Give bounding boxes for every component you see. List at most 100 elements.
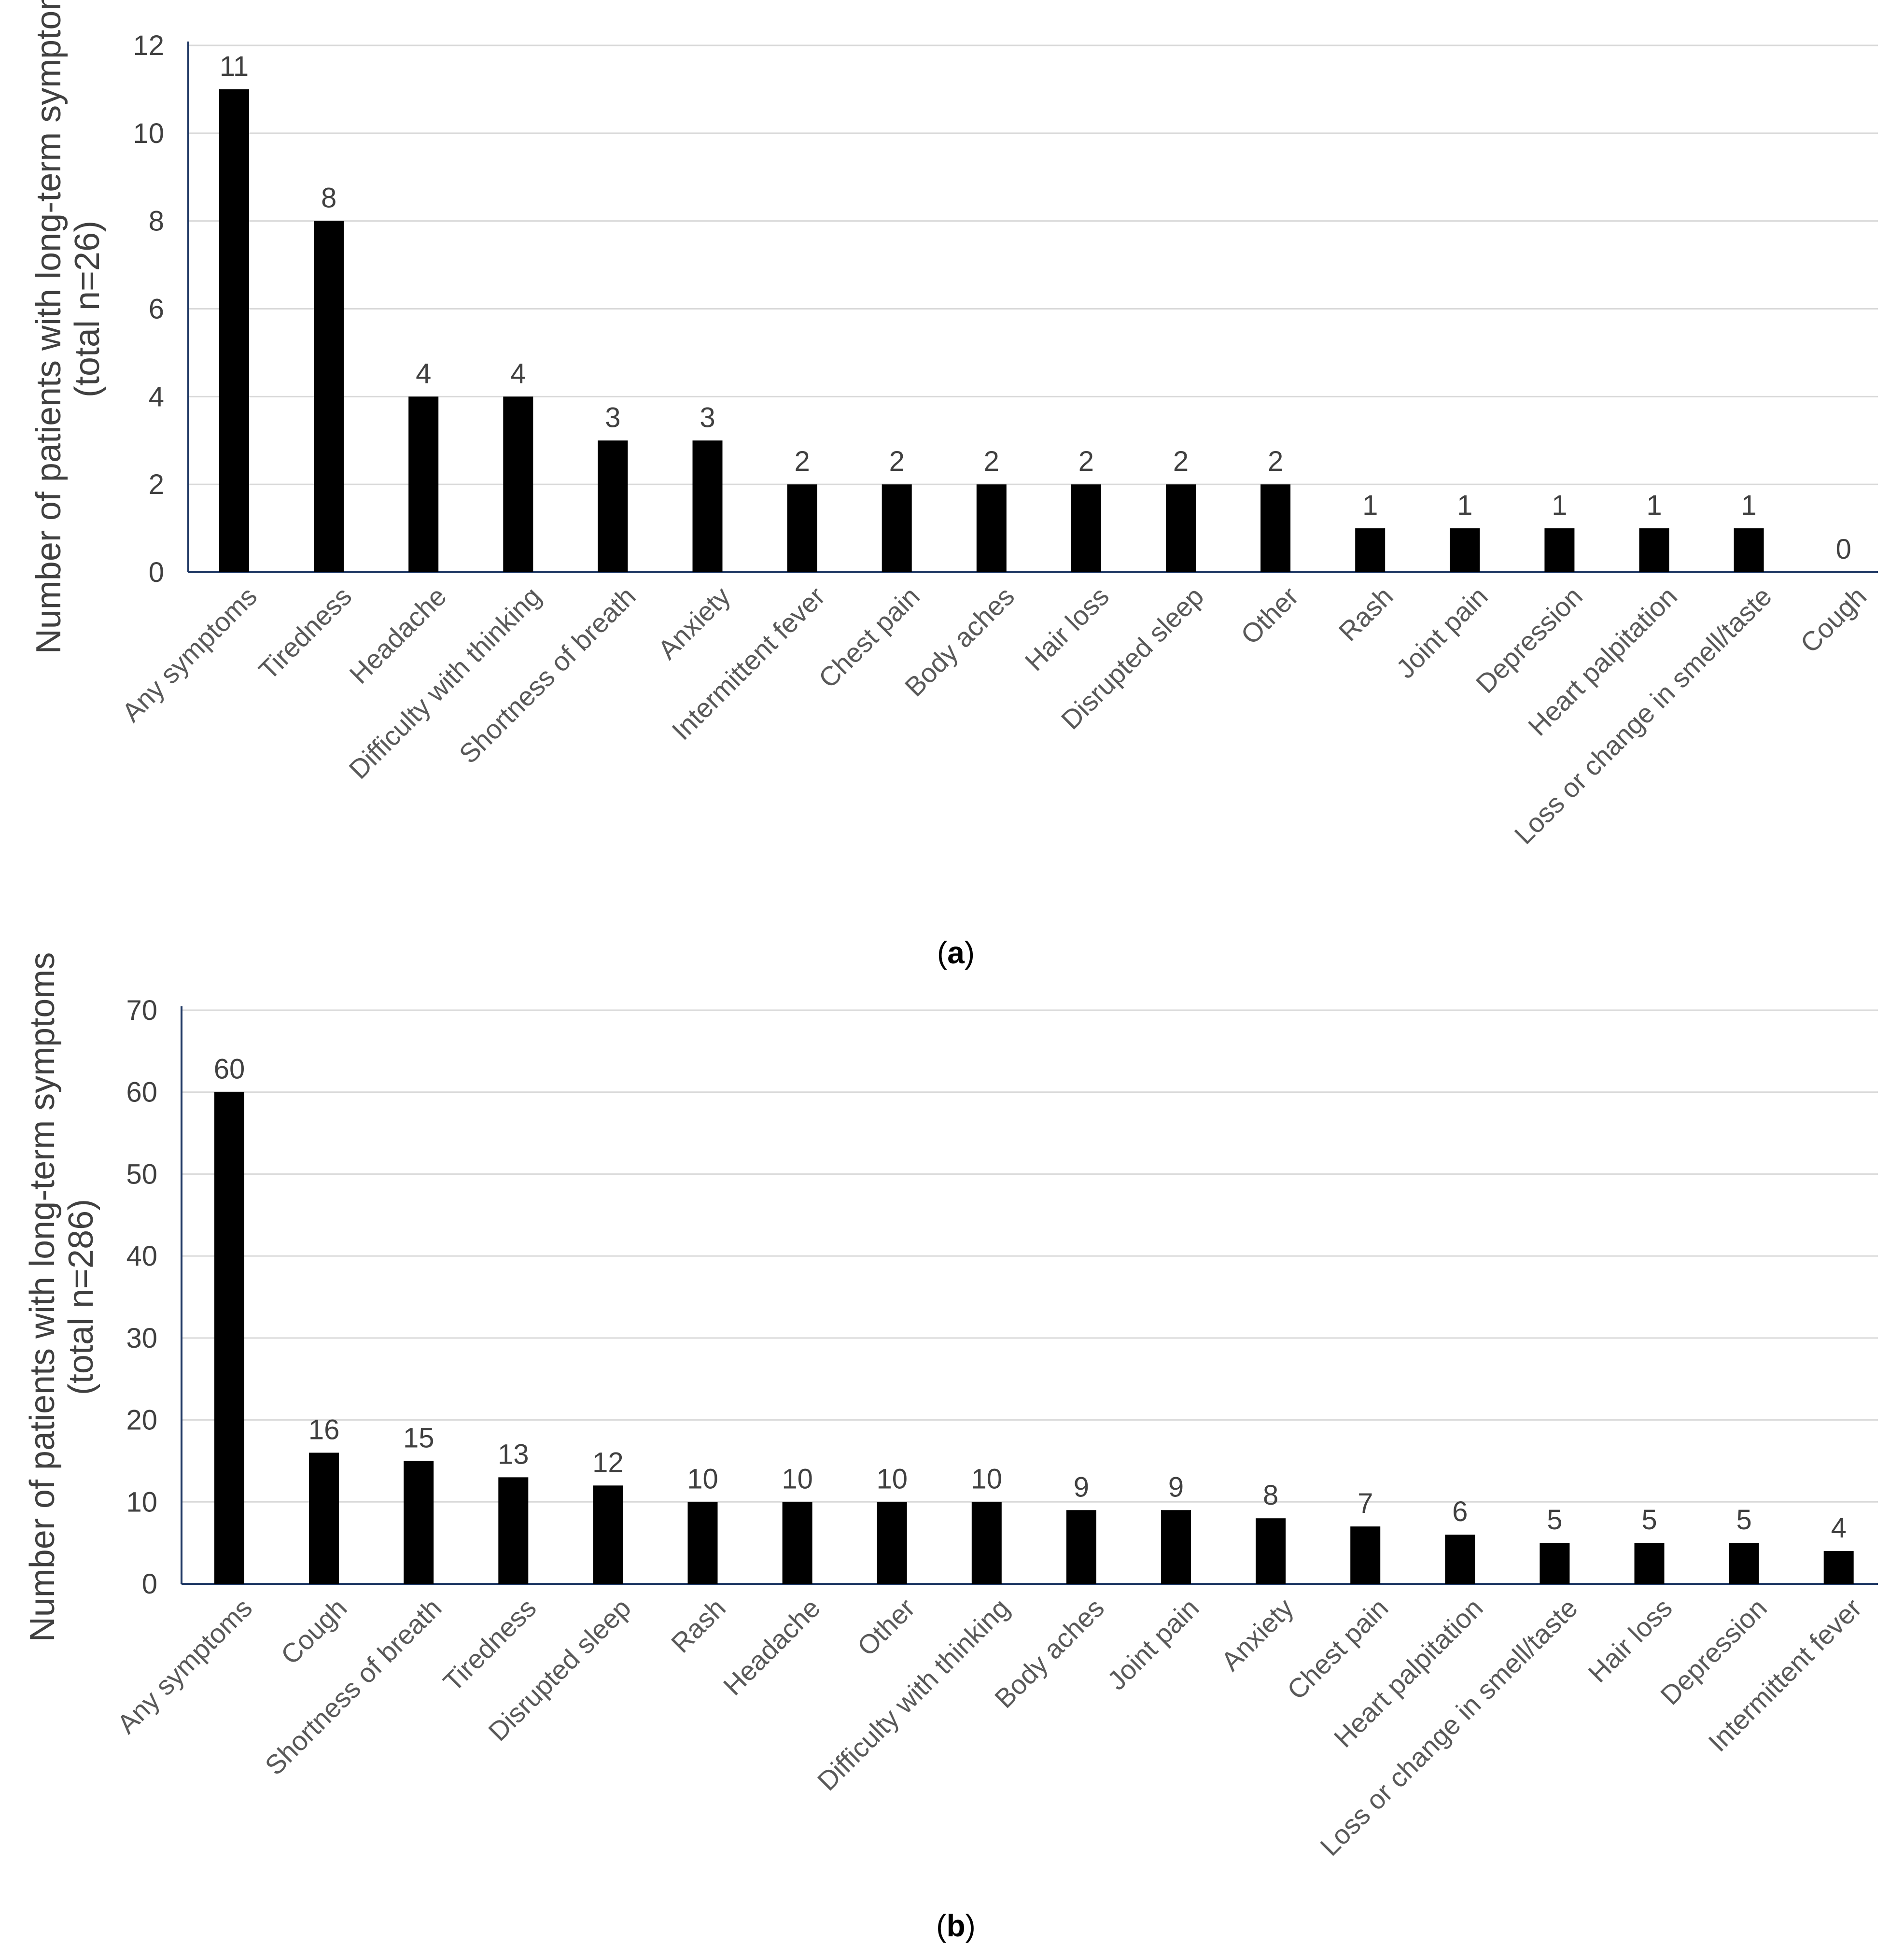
bar <box>782 1502 812 1584</box>
bar <box>1544 528 1575 572</box>
y-axis-label-total: (total n=26) <box>68 221 107 397</box>
data-label: 16 <box>308 1414 340 1445</box>
data-label: 10 <box>876 1463 908 1495</box>
bar <box>1734 528 1764 572</box>
data-label: 2 <box>794 446 810 477</box>
data-label: 3 <box>605 402 620 433</box>
bar <box>976 484 1007 572</box>
data-label: 60 <box>214 1054 245 1085</box>
bar <box>408 396 439 572</box>
x-tick-label: Difficulty with thinking <box>343 581 546 785</box>
data-label: 4 <box>1831 1512 1847 1544</box>
panel-label: (b) <box>936 1908 976 1943</box>
data-label: 13 <box>498 1438 529 1470</box>
data-label: 0 <box>1836 534 1851 565</box>
bar <box>1066 1510 1096 1584</box>
data-label: 5 <box>1547 1504 1562 1536</box>
data-label: 9 <box>1168 1471 1184 1503</box>
y-tick-label: 0 <box>149 557 164 588</box>
chart-panel-b: 0 10 20 30 40 50 60 70 Number of patients with l… <box>23 952 1878 1943</box>
data-label: 7 <box>1358 1488 1373 1519</box>
bar <box>593 1485 623 1584</box>
bar <box>687 1502 718 1584</box>
x-tick-label: Tiredness <box>252 581 357 686</box>
x-tick-label: Rash <box>665 1593 731 1659</box>
bar <box>1256 1518 1286 1584</box>
y-tick-label: 12 <box>133 30 164 61</box>
bar <box>214 1092 244 1584</box>
x-tick-label: Cough <box>1794 581 1872 659</box>
bar <box>1260 484 1291 572</box>
bar <box>882 484 912 572</box>
data-label: 2 <box>1268 446 1283 477</box>
bar <box>1445 1535 1475 1584</box>
bar <box>1071 484 1101 572</box>
y-tick-label: 10 <box>133 118 164 149</box>
y-tick-label: 2 <box>149 469 164 500</box>
data-label: 1 <box>1457 490 1472 521</box>
data-label: 2 <box>1173 446 1189 477</box>
bar <box>498 1477 529 1584</box>
data-label: 5 <box>1641 1504 1657 1536</box>
bar <box>1355 528 1386 572</box>
bar <box>1823 1551 1854 1584</box>
bar <box>971 1502 1002 1584</box>
data-label: 15 <box>403 1422 434 1453</box>
x-tick-label: Any symptoms <box>116 581 263 728</box>
x-tick-label: Other <box>1235 581 1304 650</box>
y-axis-label-total: (total n=286) <box>62 1199 100 1395</box>
y-tick-label: 70 <box>126 995 157 1026</box>
x-tick-label: Joint pain <box>1390 581 1494 684</box>
data-label: 8 <box>321 183 336 214</box>
data-label: 2 <box>889 446 905 477</box>
x-tick-label: Any symptoms <box>111 1593 258 1739</box>
x-tick-label: Anxiety <box>652 581 736 665</box>
bar <box>1450 528 1480 572</box>
x-tick-label: Hair loss <box>1582 1593 1678 1689</box>
data-label: 1 <box>1552 490 1567 521</box>
data-label: 1 <box>1362 490 1378 521</box>
y-tick-label: 30 <box>126 1323 157 1354</box>
x-tick-label: Cough <box>275 1593 352 1670</box>
bar <box>1729 1543 1759 1584</box>
data-label: 11 <box>220 51 249 82</box>
bar <box>1166 484 1196 572</box>
bar <box>219 89 249 572</box>
data-label: 2 <box>1078 446 1094 477</box>
bar <box>503 396 533 572</box>
data-label: 12 <box>592 1447 624 1478</box>
y-tick-label: 0 <box>142 1568 157 1600</box>
bar <box>314 221 344 573</box>
x-tick-label: Hair loss <box>1019 581 1115 677</box>
x-tick-label: Shortness of breath <box>259 1593 447 1781</box>
bar <box>1161 1510 1191 1584</box>
x-tick-label: Shortness of breath <box>453 581 642 769</box>
y-tick-label: 8 <box>149 206 164 237</box>
bar <box>598 440 628 572</box>
data-label: 9 <box>1074 1471 1089 1503</box>
x-tick-label: Other <box>851 1593 921 1662</box>
bar <box>309 1452 339 1584</box>
bar <box>787 484 817 572</box>
data-label: 10 <box>782 1463 813 1495</box>
y-tick-label: 20 <box>126 1405 157 1436</box>
bar <box>877 1502 907 1584</box>
bar <box>1350 1526 1381 1584</box>
y-tick-label: 4 <box>149 381 164 412</box>
data-label: 1 <box>1741 490 1756 521</box>
y-axis-label: Number of patients with long-term sympto… <box>29 0 68 654</box>
x-tick-label: Difficulty with thinking <box>812 1593 1015 1796</box>
bar <box>404 1461 434 1584</box>
y-tick-label: 60 <box>126 1077 157 1108</box>
y-axis-label: Number of patients with long-term sympto… <box>23 952 62 1642</box>
x-tick-label: Anxiety <box>1215 1593 1299 1677</box>
data-label: 6 <box>1452 1496 1468 1527</box>
bar <box>1540 1543 1570 1584</box>
data-label: 10 <box>687 1463 718 1495</box>
data-label: 10 <box>971 1463 1003 1495</box>
bar <box>1639 528 1669 572</box>
y-tick-label: 10 <box>126 1486 157 1518</box>
bar <box>692 440 723 572</box>
